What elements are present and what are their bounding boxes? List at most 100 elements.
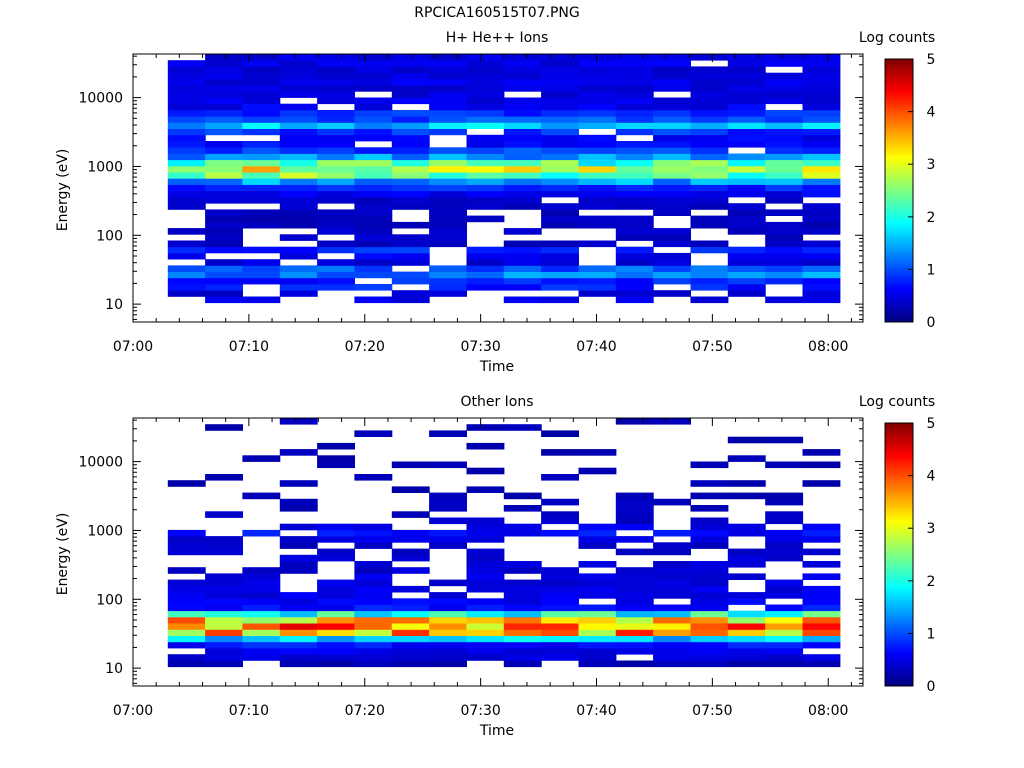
- heatmap-cell: [205, 424, 243, 431]
- heatmap-cell: [541, 128, 579, 136]
- colorbar-tick-label: 2: [927, 210, 936, 226]
- heatmap-cell: [727, 85, 766, 92]
- heatmap-cell: [690, 523, 729, 531]
- heatmap-cell: [205, 474, 243, 481]
- heatmap-cell: [391, 246, 430, 254]
- heatmap-cell: [466, 284, 505, 291]
- heatmap-cell: [354, 209, 393, 216]
- heatmap-cell: [466, 610, 505, 618]
- heatmap-cell: [167, 228, 206, 235]
- heatmap-cell: [765, 635, 804, 643]
- heatmap-cell: [391, 165, 430, 173]
- heatmap-cell: [615, 635, 654, 643]
- heatmap-cell: [653, 561, 691, 568]
- heatmap-cell: [615, 623, 654, 630]
- heatmap-cell: [503, 567, 542, 574]
- heatmap-cell: [429, 60, 467, 67]
- heatmap-cell: [279, 85, 318, 92]
- heatmap-cell: [541, 78, 579, 86]
- heatmap-cell: [615, 246, 654, 254]
- heatmap-cell: [615, 116, 654, 123]
- heatmap-cell: [615, 54, 654, 61]
- heatmap-cell: [615, 165, 654, 173]
- heatmap-cell: [242, 209, 281, 216]
- heatmap-cell: [391, 203, 430, 210]
- y-tick-label: 10: [105, 297, 123, 313]
- heatmap-cell: [541, 97, 579, 105]
- heatmap-cell: [578, 573, 617, 580]
- heatmap-cell: [578, 103, 617, 111]
- heatmap-cell: [541, 641, 579, 649]
- heatmap-cell: [541, 184, 579, 192]
- heatmap-cell: [205, 284, 243, 291]
- heatmap-cell: [167, 116, 206, 123]
- heatmap-cell: [802, 190, 841, 198]
- heatmap-cell: [653, 209, 691, 216]
- heatmap-cell: [541, 498, 579, 506]
- heatmap-cell: [391, 159, 430, 167]
- heatmap-cell: [429, 172, 467, 179]
- heatmap-cell: [279, 660, 318, 668]
- heatmap-cell: [615, 184, 654, 192]
- heatmap-cell: [391, 184, 430, 192]
- heatmap-cell: [578, 290, 617, 297]
- heatmap-cell: [205, 629, 243, 636]
- heatmap-cell: [541, 529, 579, 537]
- heatmap-cell: [466, 424, 505, 431]
- heatmap-cell: [167, 172, 206, 179]
- heatmap-cell: [802, 654, 841, 661]
- heatmap-cell: [391, 72, 430, 80]
- heatmap-cell: [765, 165, 804, 173]
- heatmap-cell: [466, 654, 505, 661]
- heatmap-cell: [765, 60, 804, 67]
- heatmap-cell: [167, 190, 206, 198]
- heatmap-cell: [466, 91, 505, 98]
- heatmap-cell: [653, 178, 691, 185]
- heatmap-cell: [802, 296, 841, 304]
- heatmap-cell: [205, 66, 243, 73]
- heatmap-cell: [503, 585, 542, 593]
- heatmap-cell: [242, 635, 281, 643]
- heatmap-cell: [690, 147, 729, 154]
- heatmap-cell: [541, 110, 579, 117]
- heatmap-cell: [765, 172, 804, 179]
- heatmap-cell: [354, 197, 393, 204]
- heatmap-cell: [391, 635, 430, 643]
- heatmap-cell: [167, 147, 206, 154]
- heatmap-cell: [466, 579, 505, 587]
- heatmap-cell: [242, 246, 281, 254]
- heatmap-cell: [354, 72, 393, 80]
- heatmap-cell: [466, 147, 505, 154]
- heatmap-cell: [167, 635, 206, 643]
- heatmap-cell: [391, 548, 430, 556]
- heatmap-cell: [205, 159, 243, 167]
- heatmap-cell: [727, 252, 766, 260]
- heatmap-cell: [765, 654, 804, 661]
- heatmap-cell: [503, 623, 542, 630]
- heatmap-cell: [279, 604, 318, 612]
- heatmap-cell: [317, 277, 355, 285]
- heatmap-cell: [578, 271, 617, 279]
- panel-title: H+ He++ Ions: [446, 30, 549, 46]
- heatmap-cell: [429, 221, 467, 229]
- heatmap-cell: [503, 60, 542, 67]
- heatmap-cell: [466, 246, 505, 254]
- heatmap-cell: [205, 265, 243, 272]
- heatmap-cell: [765, 116, 804, 123]
- heatmap-cell: [765, 277, 804, 285]
- heatmap-cell: [802, 529, 841, 537]
- heatmap-cell: [653, 259, 691, 266]
- heatmap-cell: [578, 523, 617, 531]
- heatmap-cell: [317, 147, 355, 154]
- heatmap-cell: [279, 265, 318, 272]
- heatmap-cell: [503, 284, 542, 291]
- heatmap-cell: [503, 592, 542, 599]
- heatmap-cell: [167, 529, 206, 537]
- heatmap-cell: [690, 296, 729, 304]
- heatmap-cell: [503, 203, 542, 210]
- heatmap-cell: [279, 165, 318, 173]
- heatmap-cell: [802, 141, 841, 148]
- heatmap-cell: [503, 103, 542, 111]
- heatmap-cell: [727, 54, 766, 61]
- heatmap-cell: [765, 78, 804, 86]
